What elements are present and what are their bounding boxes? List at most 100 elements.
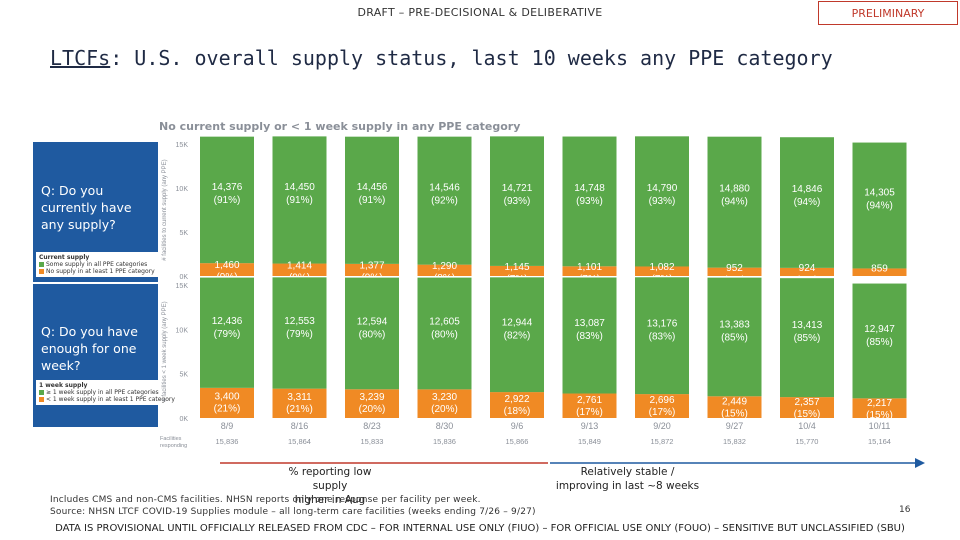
data-label-pct: (94%)	[866, 200, 893, 211]
data-label: 1,101	[577, 262, 602, 273]
facilities-count: 15,866	[506, 437, 529, 446]
legend-current-supply: Current supply Some supply in all PPE ca…	[36, 252, 188, 277]
data-label: 14,790	[647, 183, 678, 194]
data-label-pct: (85%)	[721, 332, 748, 343]
bar-segment-green	[272, 277, 327, 389]
data-label-pct: (79%)	[286, 329, 313, 340]
data-label-pct: (94%)	[721, 197, 748, 208]
data-label: 1,460	[214, 260, 239, 271]
bar-segment-orange	[852, 398, 907, 418]
data-label: 12,605	[429, 317, 460, 328]
data-label-pct: (17%)	[576, 407, 603, 418]
data-label-pct: (91%)	[286, 195, 313, 206]
x-tick-label: 8/23	[363, 421, 381, 431]
bar-segment-green	[490, 277, 544, 393]
data-label: 2,761	[577, 395, 602, 406]
data-label-pct: (93%)	[576, 196, 603, 207]
facilities-count: 15,770	[796, 437, 819, 446]
bar-segment-green	[562, 136, 617, 267]
data-label: 1,145	[504, 262, 529, 273]
bar-segment-green	[780, 278, 834, 398]
legend-item: < 1 week supply in at least 1 PPE catego…	[39, 396, 185, 403]
x-tick-label: 9/20	[653, 421, 671, 431]
bar-segment-green	[635, 136, 689, 267]
x-tick-label: 9/27	[726, 421, 744, 431]
annotation-left-line1: % reporting low supply	[288, 466, 372, 492]
facilities-count: 15,864	[288, 437, 311, 446]
arrow-head-icon	[915, 458, 925, 468]
bar-segment-green	[562, 277, 617, 394]
classification-banner: DRAFT – PRE-DECISIONAL & DELIBERATIVE	[357, 6, 603, 19]
bar-segment-orange	[200, 387, 254, 418]
data-label: 14,376	[212, 182, 243, 193]
legend-one-week: 1 week supply ≥ 1 week supply in all PPE…	[36, 380, 188, 405]
facilities-count: 15,832	[723, 437, 746, 446]
legend-title: 1 week supply	[39, 382, 88, 389]
bar-segment-orange	[562, 393, 617, 418]
data-label: 1,377	[359, 260, 384, 271]
y-tick-label: 10K	[176, 186, 189, 193]
data-label: 3,311	[287, 392, 312, 403]
x-tick-label: 9/6	[511, 421, 524, 431]
title-prefix: LTCFs	[50, 46, 111, 70]
data-label: 13,383	[719, 319, 750, 330]
x-tick-label: 9/13	[581, 421, 599, 431]
facilities-count: 15,833	[361, 437, 384, 446]
bar-segment-orange	[200, 263, 254, 276]
data-label-pct: (21%)	[286, 404, 313, 415]
bar-segment-green	[852, 283, 907, 399]
facilities-responding-label-line: responding	[160, 443, 187, 449]
y-tick-label: 15K	[176, 142, 189, 149]
question-panel-current-supply: Q: Do you currently have any supply? Cur…	[33, 142, 188, 282]
data-label: 1,414	[287, 260, 312, 271]
question-current-supply: Q: Do you currently have any supply?	[41, 183, 132, 232]
bar-segment-orange	[562, 266, 617, 276]
data-label-pct: (85%)	[866, 337, 893, 348]
data-label: 14,305	[864, 187, 895, 198]
data-label-pct: (18%)	[504, 406, 531, 417]
data-label-pct: (82%)	[504, 331, 531, 342]
bar-segment-orange	[490, 265, 544, 276]
data-label: 3,400	[214, 391, 239, 402]
x-tick-label: 8/16	[291, 421, 309, 431]
data-label: 14,456	[357, 182, 388, 193]
annotation-left-line2: higher in Aug	[294, 494, 366, 506]
data-label-pct: (20%)	[431, 404, 458, 415]
bar-segment-green	[707, 277, 762, 397]
legend-title: Current supply	[39, 254, 90, 261]
data-label: 1,290	[432, 261, 457, 272]
x-tick-label: 8/30	[436, 421, 454, 431]
facilities-count: 15,849	[578, 437, 601, 446]
facilities-count: 15,836	[433, 437, 456, 446]
question-one-week: Q: Do you have enough for one week?	[41, 324, 138, 373]
data-label: 2,696	[649, 395, 674, 406]
data-label-pct: (94%)	[794, 197, 821, 208]
data-label-pct: (6%)	[869, 275, 890, 286]
facilities-responding-label: Facilities responding	[160, 436, 187, 449]
bar-segment-orange	[345, 263, 399, 276]
y-tick-label: 0K	[179, 416, 188, 423]
bar-segment-green	[200, 136, 254, 264]
page-number: 16	[899, 505, 911, 515]
data-label-pct: (93%)	[649, 196, 676, 207]
annotation-right: Relatively stable / improving in last ~8…	[555, 465, 700, 493]
trend-arrows	[220, 458, 925, 468]
data-label: 924	[799, 263, 816, 274]
facilities-count: 15,836	[216, 437, 239, 446]
data-label-pct: (79%)	[214, 329, 241, 340]
data-label: 859	[871, 263, 888, 274]
footnote-source: Source: NHSN LTCF COVID-19 Supplies modu…	[50, 507, 536, 517]
legend-label: No supply in at least 1 PPE category	[46, 268, 155, 275]
bar-segment-orange	[780, 397, 834, 418]
data-label-pct: (9%)	[216, 272, 237, 283]
stacked-bar-chart: # facilities to current supply (any PPE)…	[160, 136, 907, 449]
facilities-count: 15,872	[651, 437, 674, 446]
bar-segment-green	[345, 277, 399, 390]
x-tick-label: 8/9	[221, 421, 234, 431]
bar-segment-orange	[707, 267, 762, 276]
legend-item: No supply in at least 1 PPE category	[39, 268, 185, 275]
data-label: 14,748	[574, 183, 605, 194]
legend-swatch-green	[39, 390, 44, 395]
data-label-pct: (17%)	[649, 407, 676, 418]
data-label: 2,357	[794, 397, 819, 408]
